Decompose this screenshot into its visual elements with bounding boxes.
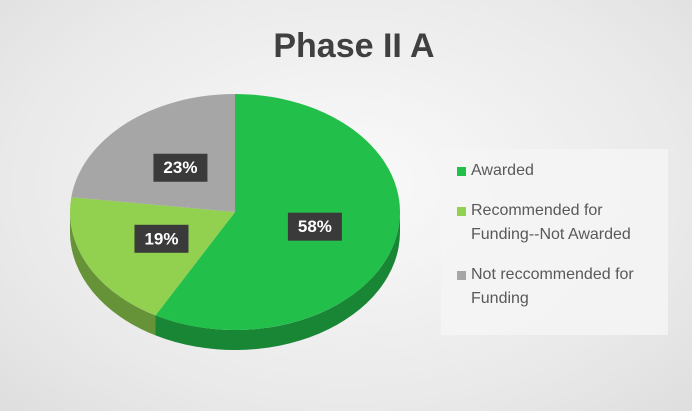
data-label-box	[287, 212, 342, 241]
data-label: 19%	[144, 229, 178, 248]
legend-item: Awarded	[457, 159, 668, 183]
legend-swatch	[457, 167, 466, 176]
data-label: 58%	[298, 217, 332, 236]
data-label-box	[153, 153, 208, 182]
legend-item: Recommended for Funding--Not Awarded	[457, 199, 668, 247]
pie-slice	[155, 93, 401, 331]
legend-label: Recommended for Funding--Not Awarded	[471, 202, 631, 243]
pie-side	[70, 212, 156, 336]
pie-slice	[69, 197, 235, 316]
data-label-box	[134, 224, 189, 253]
legend-swatch	[457, 271, 466, 280]
pie-slice	[71, 94, 235, 212]
legend-swatch	[457, 207, 466, 216]
legend-item: Not reccommended for Funding	[457, 263, 668, 311]
chart-title: Phase II A	[273, 27, 434, 65]
pie-side	[155, 212, 400, 350]
legend-label: Awarded	[471, 162, 534, 179]
legend-label: Not reccommended for Funding	[471, 266, 634, 307]
legend: Awarded Recommended for Funding--Not Awar…	[441, 149, 668, 335]
data-label: 23%	[163, 158, 197, 177]
